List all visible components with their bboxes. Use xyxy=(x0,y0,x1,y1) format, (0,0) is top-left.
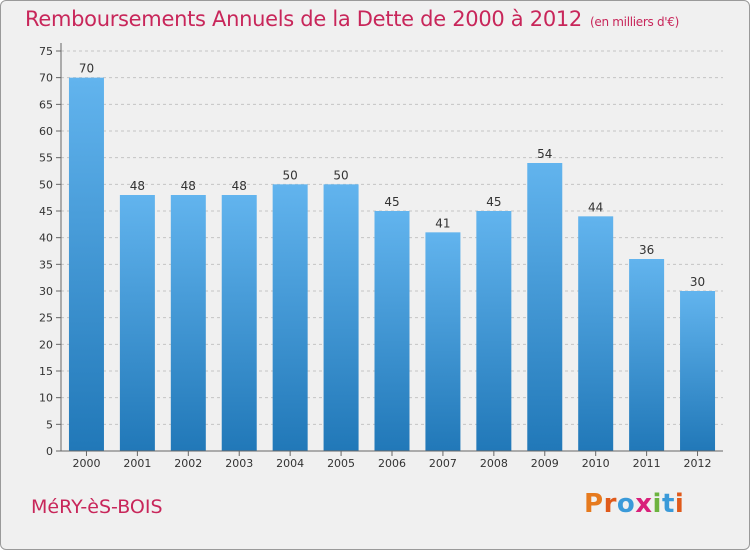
x-tick-label: 2008 xyxy=(480,457,508,470)
data-label: 48 xyxy=(181,179,196,193)
y-tick-label: 50 xyxy=(39,178,53,191)
x-tick-label: 2004 xyxy=(276,457,304,470)
proxiti-logo: Proxiti xyxy=(584,489,684,519)
data-label: 45 xyxy=(486,195,501,209)
y-tick-label: 75 xyxy=(39,45,53,58)
y-tick-label: 30 xyxy=(39,285,53,298)
x-tick-label: 2002 xyxy=(174,457,202,470)
logo-letter: o xyxy=(616,489,636,519)
bar xyxy=(221,195,257,451)
bar xyxy=(476,211,512,451)
y-tick-label: 0 xyxy=(46,445,53,458)
logo-letter: t xyxy=(661,489,675,519)
x-tick-label: 2000 xyxy=(72,457,100,470)
chart-title: Remboursements Annuels de la Dette de 20… xyxy=(25,7,679,31)
data-label: 50 xyxy=(283,168,298,182)
y-tick-label: 35 xyxy=(39,258,53,271)
y-tick-label: 25 xyxy=(39,312,53,325)
logo-letter: r xyxy=(603,489,617,519)
y-tick-label: 5 xyxy=(46,418,53,431)
y-tick-label: 45 xyxy=(39,205,53,218)
data-label: 54 xyxy=(537,147,552,161)
data-label: 50 xyxy=(333,168,348,182)
bar xyxy=(629,259,665,451)
bar xyxy=(374,211,410,451)
logo-letter: i xyxy=(674,489,685,519)
chart-title-text: Remboursements Annuels de la Dette de 20… xyxy=(25,7,582,31)
logo-letter: x xyxy=(635,489,653,519)
y-tick-label: 20 xyxy=(39,338,53,351)
x-tick-label: 2010 xyxy=(582,457,610,470)
x-tick-label: 2009 xyxy=(531,457,559,470)
data-label: 45 xyxy=(384,195,399,209)
bar xyxy=(680,291,716,451)
x-tick-label: 2001 xyxy=(123,457,151,470)
town-name: MéRY-èS-BOIS xyxy=(31,496,163,518)
data-label: 30 xyxy=(690,275,705,289)
x-tick-label: 2011 xyxy=(633,457,661,470)
data-label: 41 xyxy=(435,216,450,230)
bar xyxy=(119,195,155,451)
y-tick-label: 15 xyxy=(39,365,53,378)
x-tick-label: 2003 xyxy=(225,457,253,470)
axes xyxy=(56,43,723,456)
y-tick-label: 10 xyxy=(39,392,53,405)
data-label: 48 xyxy=(130,179,145,193)
bar xyxy=(578,216,614,451)
data-label: 48 xyxy=(232,179,247,193)
data-label: 44 xyxy=(588,200,603,214)
bar xyxy=(170,195,206,451)
x-tick-label: 2006 xyxy=(378,457,406,470)
bar xyxy=(323,184,359,452)
y-tick-label: 70 xyxy=(39,72,53,85)
x-tick-label: 2005 xyxy=(327,457,355,470)
bars xyxy=(68,77,716,452)
data-label: 36 xyxy=(639,243,654,257)
bar xyxy=(527,163,563,451)
data-label: 70 xyxy=(79,62,94,76)
unit-note: (en milliers d'€) xyxy=(590,15,680,29)
x-tick-label: 2007 xyxy=(429,457,457,470)
labels: 0 5 10 15 20 25 30 35 40 45 50 55 60 65 70 75 70 2000 48 20… xyxy=(39,45,712,470)
y-tick-label: 65 xyxy=(39,98,53,111)
x-tick-label: 2012 xyxy=(684,457,712,470)
y-tick-label: 55 xyxy=(39,152,53,165)
y-tick-label: 40 xyxy=(39,232,53,245)
bar xyxy=(68,77,104,452)
bar xyxy=(272,184,308,452)
logo-letter: i xyxy=(652,489,662,519)
y-tick-label: 60 xyxy=(39,125,53,138)
logo-letter: P xyxy=(584,489,604,519)
bar xyxy=(425,232,461,451)
